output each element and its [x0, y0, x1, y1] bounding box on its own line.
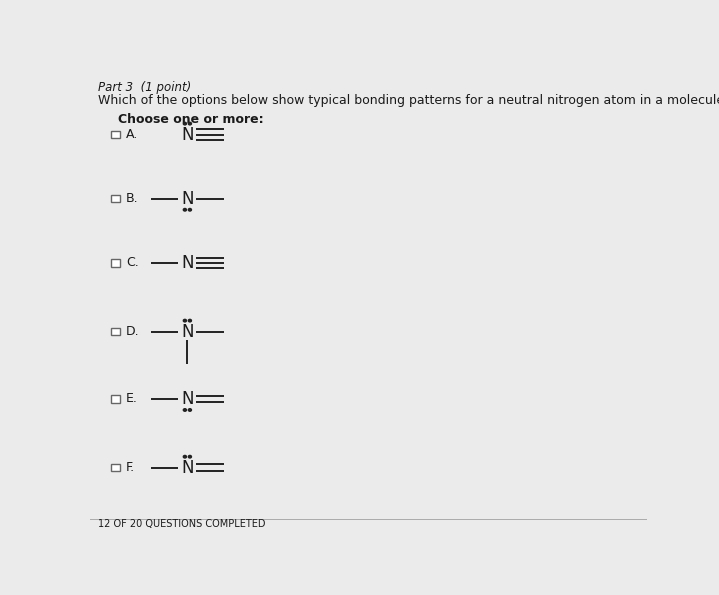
FancyBboxPatch shape [111, 195, 120, 202]
Text: Choose one or more:: Choose one or more: [118, 112, 263, 126]
Circle shape [183, 208, 186, 211]
Circle shape [188, 455, 191, 458]
Text: N: N [181, 390, 193, 408]
Text: N: N [181, 322, 193, 340]
Text: C.: C. [126, 256, 139, 269]
FancyBboxPatch shape [111, 395, 120, 403]
Text: A.: A. [126, 128, 138, 140]
Text: Part 3  (1 point): Part 3 (1 point) [99, 82, 191, 95]
Circle shape [183, 455, 186, 458]
Circle shape [188, 208, 191, 211]
Circle shape [183, 409, 186, 411]
Text: N: N [181, 459, 193, 477]
FancyBboxPatch shape [111, 131, 120, 138]
Text: F.: F. [126, 461, 135, 474]
FancyBboxPatch shape [111, 464, 120, 471]
Circle shape [188, 409, 191, 411]
Text: N: N [181, 190, 193, 208]
Circle shape [188, 123, 191, 125]
Text: 12 OF 20 QUESTIONS COMPLETED: 12 OF 20 QUESTIONS COMPLETED [99, 519, 266, 529]
Text: Which of the options below show typical bonding patterns for a neutral nitrogen : Which of the options below show typical … [99, 94, 719, 107]
FancyBboxPatch shape [111, 328, 120, 336]
Circle shape [183, 123, 186, 125]
Circle shape [188, 320, 191, 322]
FancyBboxPatch shape [111, 259, 120, 267]
Text: N: N [181, 126, 193, 143]
Text: B.: B. [126, 192, 139, 205]
Text: D.: D. [126, 325, 139, 338]
Text: N: N [181, 254, 193, 272]
Text: E.: E. [126, 392, 138, 405]
Circle shape [183, 320, 186, 322]
